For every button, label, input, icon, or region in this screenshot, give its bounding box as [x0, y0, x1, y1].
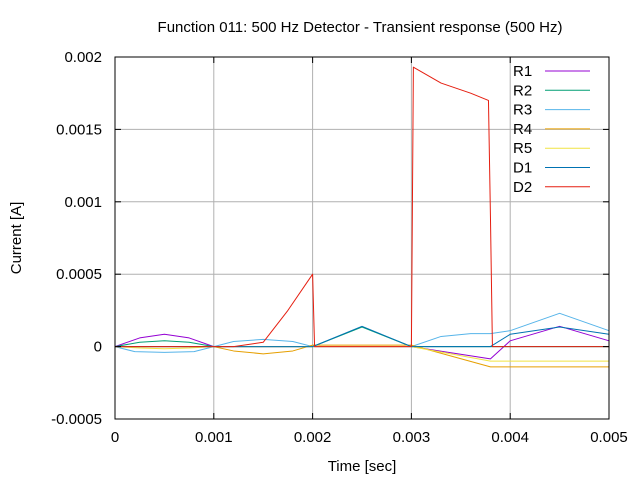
legend-label-d2: D2: [513, 179, 532, 196]
legend-label-r2: R2: [513, 82, 532, 99]
series-line-r2: [114, 326, 609, 348]
x-tick-label: 0.003: [393, 429, 431, 446]
legend-label-r1: R1: [513, 63, 532, 80]
legend: R1 R2 R3 R4 R5 D1 D2: [513, 63, 590, 196]
x-tick-label: 0: [111, 429, 119, 446]
legend-label-r5: R5: [513, 140, 532, 157]
x-tick-label: 0.002: [294, 429, 332, 446]
grid: [115, 57, 609, 419]
chart-title: Function 011: 500 Hz Detector - Transien…: [158, 19, 563, 36]
y-tick-label: 0.0015: [56, 121, 102, 138]
x-axis-label: Time [sec]: [328, 458, 397, 475]
y-tick-label: 0: [94, 339, 102, 356]
legend-label-r3: R3: [513, 102, 532, 119]
y-axis-label: Current [A]: [8, 202, 25, 275]
legend-label-r4: R4: [513, 121, 532, 138]
series-line-d1: [115, 325, 610, 348]
y-tick-label: 0.002: [64, 49, 102, 66]
series-line-r5: [114, 346, 609, 362]
plot-frame: [114, 56, 610, 420]
axis-ticks: 0 0.001 0.002 0.003 0.004 0.005 -0.0005 0 0.0005…: [51, 49, 628, 446]
y-tick-label: -0.0005: [51, 411, 102, 428]
legend-label-d1: D1: [513, 160, 532, 177]
y-tick-label: 0.0005: [56, 266, 102, 283]
series-line-r3: [114, 312, 610, 353]
plot-series: [114, 66, 610, 368]
series-line-d2: [115, 66, 609, 348]
series-line-r4: [115, 344, 609, 368]
x-tick-label: 0.004: [491, 429, 529, 446]
x-tick-label: 0.005: [590, 429, 628, 446]
x-tick-label: 0.001: [195, 429, 233, 446]
y-tick-label: 0.001: [64, 194, 102, 211]
